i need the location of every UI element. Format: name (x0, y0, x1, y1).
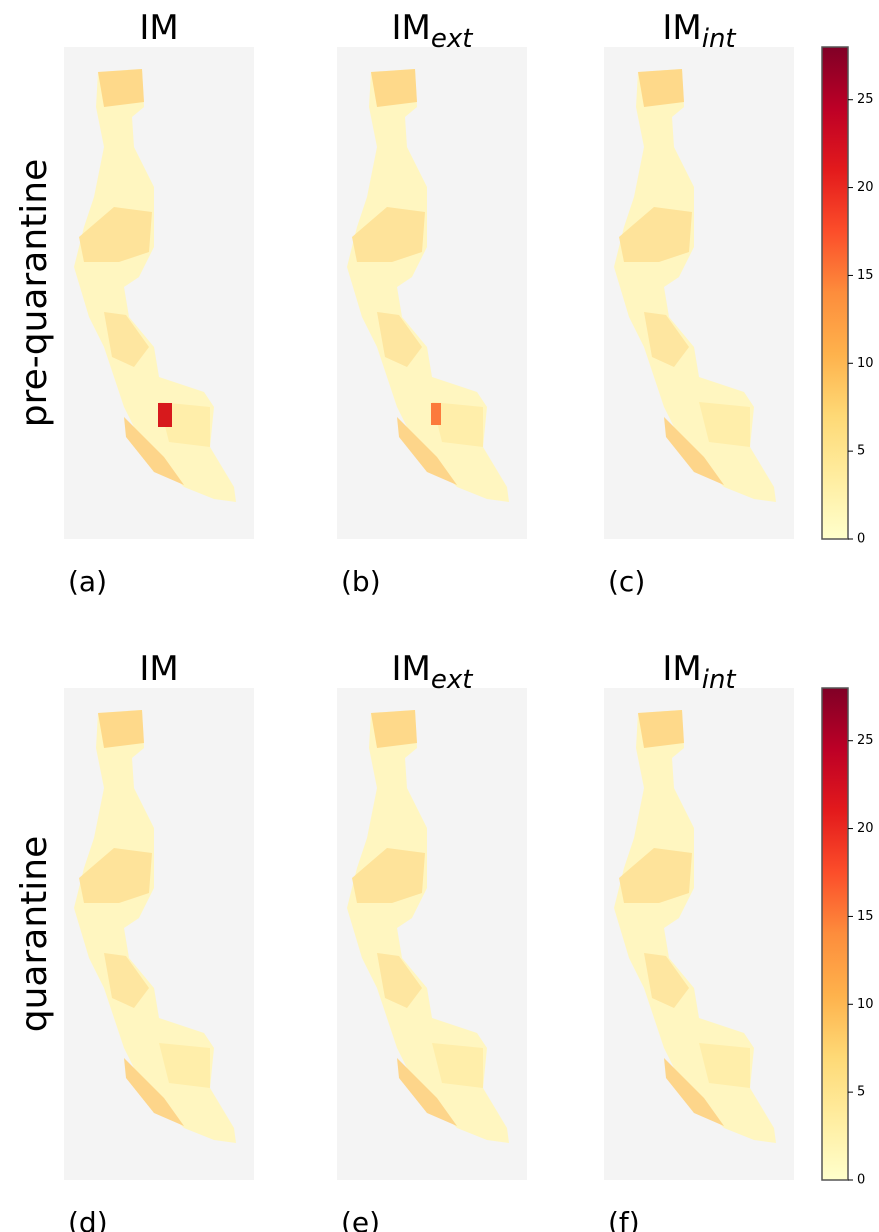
colorbar (821, 46, 849, 540)
colorbar-tick-label: 20 (857, 821, 874, 836)
colorbar (821, 687, 849, 1181)
panel-title: IMint (662, 649, 736, 695)
colorbar-tick-label: 0 (857, 1173, 865, 1188)
colorbar-tick-label: 10 (857, 356, 874, 371)
colorbar-tick-label: 20 (857, 180, 874, 195)
panel-tag: (a) (68, 565, 107, 598)
panel-title-main: IM (662, 8, 701, 48)
row-label: quarantine (14, 836, 55, 1033)
colorbar-tick-label: 0 (857, 532, 865, 547)
colorbar-tick-label: 5 (857, 444, 865, 459)
panel-tag: (f) (608, 1206, 640, 1232)
colorbar-tick-label: 15 (857, 268, 874, 283)
row-label: pre-quarantine (14, 159, 55, 428)
colorbar-tick-label: 25 (857, 733, 874, 748)
panel-title-main: IM (662, 649, 701, 689)
panel-title-main: IM (392, 649, 431, 689)
colorbar-tick-label: 15 (857, 909, 874, 924)
panel-tag: (e) (341, 1206, 380, 1232)
panel-tag: (d) (68, 1206, 108, 1232)
panel-title-subscript: ext (431, 24, 473, 54)
panel-title-main: IM (139, 8, 178, 48)
colorbar-tick-label: 25 (857, 92, 874, 107)
panel-title: IMext (392, 649, 474, 695)
panel-title-subscript: int (702, 665, 737, 695)
colorbar-tick-label: 5 (857, 1085, 865, 1100)
panel-title-main: IM (139, 649, 178, 689)
panel-title-subscript: ext (431, 665, 473, 695)
panel-tag: (b) (341, 565, 381, 598)
panel-title-subscript: int (702, 24, 737, 54)
panel-title-main: IM (392, 8, 431, 48)
panel-tag: (c) (608, 565, 645, 598)
panel-title: IM (139, 8, 178, 48)
highlight-region (431, 403, 441, 425)
panel-title: IM (139, 649, 178, 689)
colorbar-tick-label: 10 (857, 997, 874, 1012)
highlight-region (158, 403, 172, 427)
panel-title: IMint (662, 8, 736, 54)
panel-title: IMext (392, 8, 474, 54)
